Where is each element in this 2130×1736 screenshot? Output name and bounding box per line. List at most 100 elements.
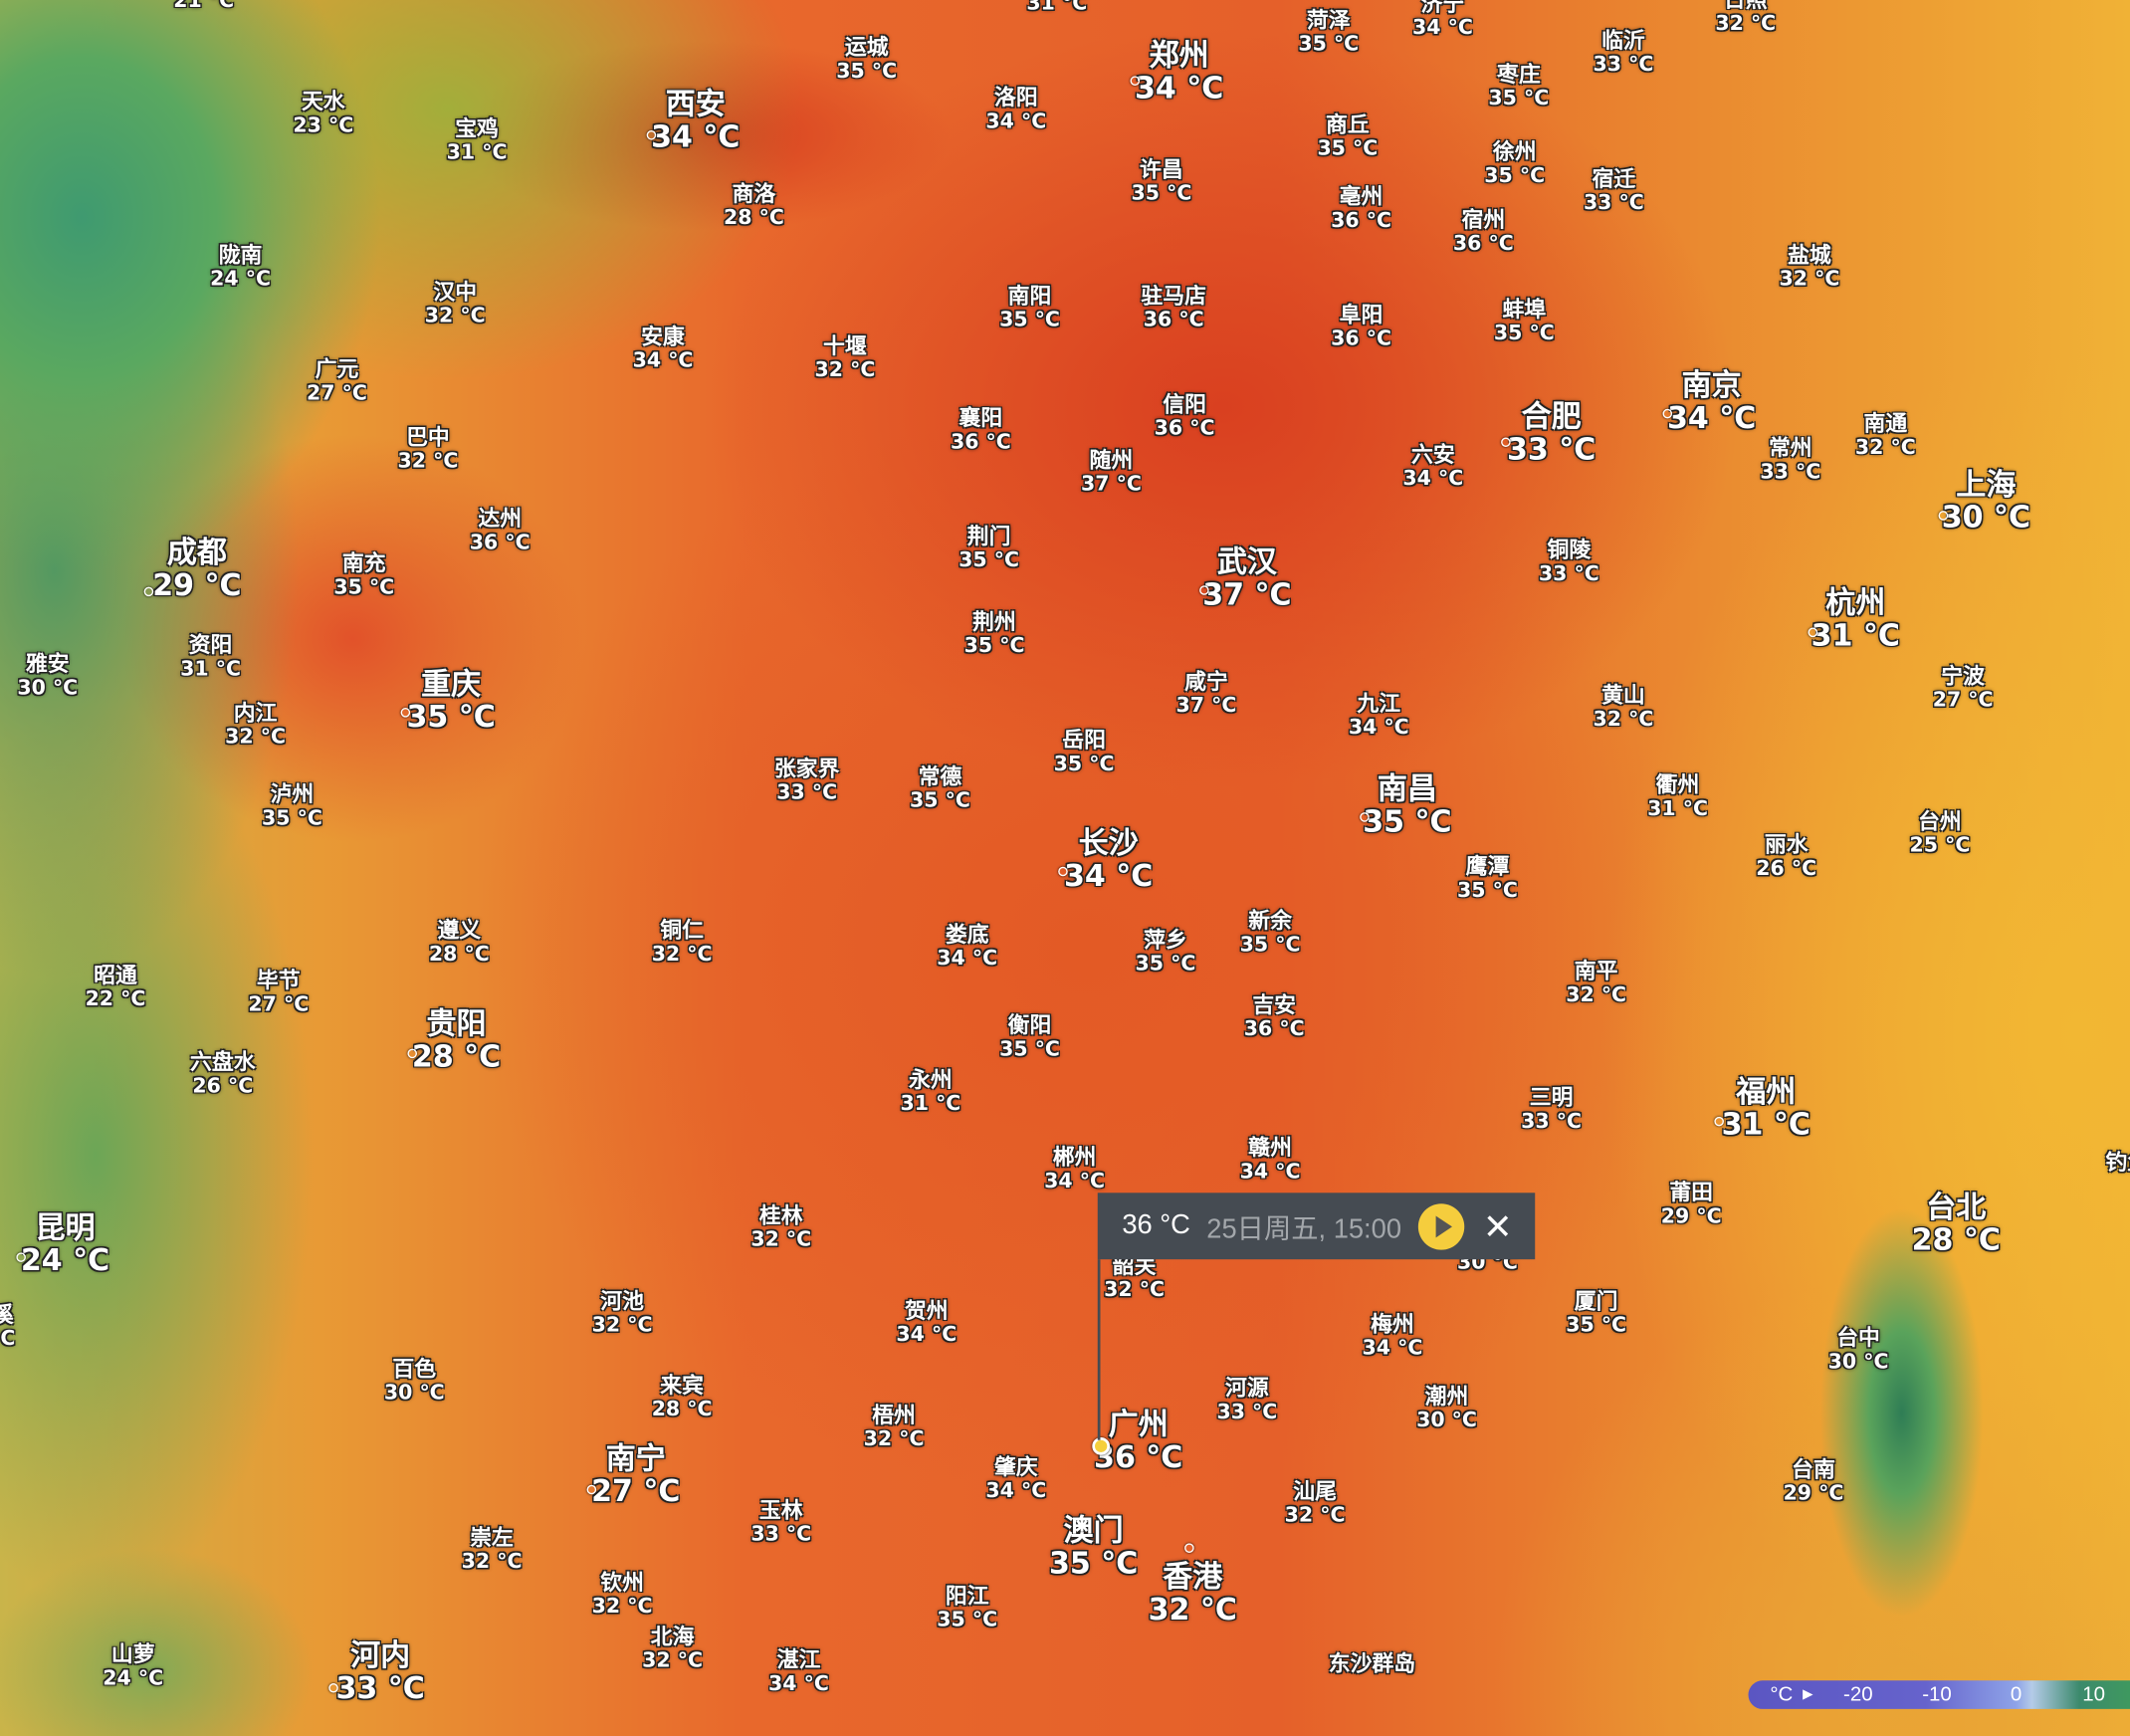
city-marker[interactable] — [586, 1484, 597, 1495]
city-label[interactable]: 盐城 32 °C — [1779, 243, 1839, 290]
city-label[interactable]: 东沙群岛 — [1329, 1651, 1415, 1676]
city-label[interactable]: 郴州 34 °C — [1044, 1145, 1105, 1193]
city-label[interactable]: 贵阳 28 °C — [412, 1008, 501, 1075]
city-label[interactable]: 三明 33 °C — [1521, 1085, 1582, 1132]
city-label[interactable]: 丽水 26 °C — [1756, 832, 1816, 880]
city-label[interactable]: 南充 35 °C — [333, 551, 394, 598]
city-label[interactable]: 南阳 35 °C — [999, 284, 1060, 330]
city-marker[interactable] — [1938, 511, 1949, 521]
city-label[interactable]: 内江 32 °C — [225, 701, 286, 748]
city-label[interactable]: 韶关 32 °C — [1104, 1254, 1165, 1301]
city-label[interactable]: 六安 34 °C — [1402, 443, 1463, 490]
city-label[interactable]: 贺州 34 °C — [896, 1299, 957, 1346]
city-label[interactable]: 常德 35 °C — [910, 764, 970, 811]
city-marker[interactable] — [16, 1252, 26, 1262]
city-marker[interactable] — [1501, 437, 1511, 448]
city-label[interactable]: 雅安 30 °C — [17, 652, 78, 699]
city-label[interactable]: 西安 34 °C — [651, 89, 740, 155]
city-label[interactable]: 肇庆 34 °C — [985, 1455, 1046, 1502]
city-label[interactable]: 重庆 35 °C — [406, 669, 495, 736]
city-label[interactable]: 河源 33 °C — [1216, 1376, 1277, 1423]
city-marker[interactable] — [1058, 866, 1068, 877]
city-label[interactable]: 南通 32 °C — [1855, 411, 1916, 459]
city-label[interactable]: 溪°C — [0, 1303, 15, 1350]
city-label[interactable]: 玉林 33 °C — [750, 1498, 811, 1545]
city-label[interactable]: 信阳 36 °C — [1155, 392, 1215, 439]
city-label[interactable]: 商洛 28 °C — [724, 182, 784, 229]
city-label[interactable]: 日照32 °C — [1715, 0, 1776, 34]
city-label[interactable]: 六盘水 26 °C — [190, 1050, 256, 1097]
city-label[interactable]: 山萝 24 °C — [103, 1642, 163, 1689]
city-label[interactable]: 济宁 34 °C — [1412, 0, 1473, 38]
city-label[interactable]: 梧州 32 °C — [864, 1404, 925, 1450]
city-label[interactable]: 广元 27 °C — [307, 357, 367, 404]
city-marker[interactable] — [1360, 812, 1370, 822]
city-label[interactable]: 随州 37 °C — [1081, 448, 1142, 495]
city-marker[interactable] — [646, 130, 657, 140]
city-label[interactable]: 桂林 32 °C — [750, 1203, 811, 1250]
city-label[interactable]: 蚌埠 35 °C — [1494, 298, 1555, 344]
city-label[interactable]: 新余 35 °C — [1240, 909, 1301, 956]
city-label[interactable]: 遵义 28 °C — [429, 918, 490, 966]
city-label[interactable]: 宿迁 33 °C — [1584, 167, 1644, 214]
city-label[interactable]: 厦门 35 °C — [1566, 1289, 1626, 1336]
city-label[interactable]: 荆州 35 °C — [964, 610, 1025, 657]
city-label[interactable]: 阜阳 36 °C — [1331, 303, 1391, 349]
city-label[interactable]: 澳门 35 °C — [1049, 1515, 1138, 1582]
city-label[interactable]: 潮州 30 °C — [1416, 1385, 1477, 1431]
city-label[interactable]: 亳州 36 °C — [1331, 184, 1391, 232]
play-icon[interactable] — [1417, 1202, 1464, 1249]
city-marker[interactable] — [328, 1682, 338, 1693]
city-label[interactable]: 陇南 24 °C — [210, 243, 271, 290]
city-label[interactable]: 岳阳 35 °C — [1054, 728, 1115, 775]
chevron-right-icon[interactable]: ▶ — [1803, 1687, 1813, 1703]
city-label[interactable]: 洛阳 34 °C — [985, 86, 1046, 132]
city-label[interactable]: 南昌 35 °C — [1363, 773, 1451, 840]
city-label[interactable]: 襄阳 36 °C — [951, 406, 1011, 453]
city-label[interactable]: 娄底 34 °C — [937, 923, 997, 970]
city-label[interactable]: 昆明 24 °C — [21, 1212, 109, 1279]
city-label[interactable]: 驻马店 36 °C — [1141, 284, 1206, 330]
city-label[interactable]: 武汉 37 °C — [1202, 546, 1291, 613]
city-label[interactable]: 咸宁 37 °C — [1176, 670, 1237, 717]
city-label[interactable]: 昭通 22 °C — [86, 964, 146, 1010]
city-label[interactable]: 台州 25 °C — [1909, 809, 1970, 856]
city-label[interactable]: 百色 30 °C — [384, 1357, 445, 1404]
city-label[interactable]: 吉安 36 °C — [1244, 993, 1305, 1040]
city-label[interactable]: 河池 32 °C — [592, 1289, 653, 1336]
city-label[interactable]: 毕节 27 °C — [248, 969, 309, 1015]
city-marker[interactable] — [400, 708, 411, 718]
city-label[interactable]: 衢州 31 °C — [1647, 772, 1708, 820]
city-label[interactable]: 宝鸡 31 °C — [447, 116, 508, 163]
city-label[interactable]: 资阳 31 °C — [180, 633, 241, 680]
city-label[interactable]: 上海 30 °C — [1942, 469, 2030, 536]
city-marker[interactable] — [1714, 1116, 1724, 1127]
city-label[interactable]: 达州 36 °C — [470, 507, 531, 553]
city-label[interactable]: 31 °C — [1026, 0, 1087, 14]
city-label[interactable]: 安康 34 °C — [633, 325, 694, 371]
city-marker[interactable] — [1130, 76, 1141, 86]
city-label[interactable]: 河内 33 °C — [336, 1640, 425, 1707]
city-label[interactable]: 铜仁 32 °C — [652, 918, 713, 966]
city-label[interactable]: 台南 29 °C — [1784, 1457, 1844, 1504]
city-label[interactable]: 铜陵 33 °C — [1539, 538, 1599, 584]
city-label[interactable]: 鹰潭 35 °C — [1457, 854, 1518, 901]
city-marker[interactable] — [1808, 627, 1818, 638]
city-label[interactable]: 天水 23 °C — [293, 90, 353, 136]
city-label[interactable]: 台中 30 °C — [1828, 1326, 1889, 1373]
city-marker[interactable] — [143, 586, 154, 597]
city-label[interactable]: 九江 34 °C — [1349, 692, 1409, 739]
city-label[interactable]: 香港 32 °C — [1149, 1562, 1237, 1628]
city-label[interactable]: 宁波 27 °C — [1933, 664, 1994, 711]
city-label[interactable]: 张家界 33 °C — [774, 757, 840, 803]
city-label[interactable]: 衡阳 35 °C — [999, 1013, 1060, 1060]
city-label[interactable]: 荆门 35 °C — [958, 525, 1019, 571]
city-label[interactable]: 杭州 31 °C — [1811, 587, 1900, 654]
city-label[interactable]: 来宾 28 °C — [652, 1374, 713, 1420]
city-marker[interactable] — [407, 1048, 417, 1059]
city-label[interactable]: 宿州 36 °C — [1453, 208, 1514, 255]
city-label[interactable]: 福州 31 °C — [1722, 1076, 1810, 1143]
city-label[interactable]: 南平 32 °C — [1566, 959, 1626, 1006]
city-label[interactable]: 汕尾 32 °C — [1285, 1479, 1346, 1526]
